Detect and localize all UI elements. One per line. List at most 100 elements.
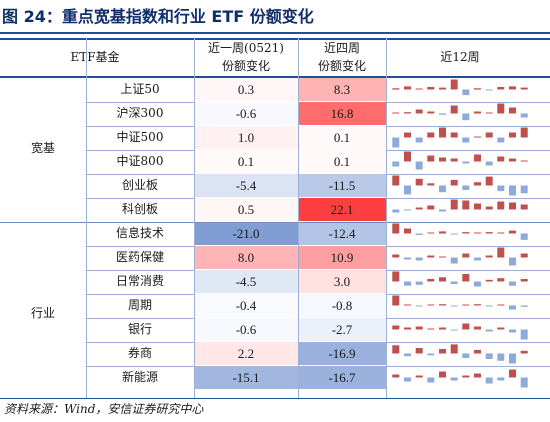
spark-bar (439, 157, 446, 162)
sparkline-12w (392, 323, 528, 340)
spark-bar (415, 137, 423, 143)
etf-name-cell: 上证50 (120, 82, 160, 96)
etf-name-cell: 银行 (127, 322, 152, 336)
spark-bar (485, 161, 493, 166)
spark-bar (497, 137, 505, 143)
spark-bar (474, 136, 481, 138)
spark-bar (497, 232, 505, 234)
spark-bar (404, 257, 411, 260)
column-divider (86, 38, 87, 399)
spark-bar (462, 323, 470, 330)
spark-bar (520, 204, 528, 210)
title-rule (0, 32, 550, 34)
spark-bar (520, 305, 528, 307)
four-week-change-cell: 3.0 (298, 270, 386, 293)
spark-bar (462, 137, 470, 143)
table-bottom-rule (0, 398, 550, 399)
spark-bar (427, 132, 435, 138)
spark-bar (485, 255, 493, 258)
spark-bar (439, 371, 446, 378)
sparkline-12w (392, 223, 528, 240)
spark-bar (520, 350, 528, 354)
spark-bar (497, 377, 505, 381)
spark-bar (439, 327, 446, 330)
spark-bar (509, 202, 516, 210)
header-bottom-rule (0, 76, 550, 78)
week-change-cell: -0.6 (194, 102, 298, 125)
spark-bar (485, 232, 493, 234)
spark-bar (415, 305, 423, 307)
spark-bar (404, 209, 411, 211)
spark-bar (462, 185, 470, 190)
spark-bar (392, 88, 400, 90)
week-change-cell: 8.0 (194, 246, 298, 269)
spark-bar (392, 254, 400, 258)
spark-bar (462, 232, 470, 234)
spark-bar (404, 304, 411, 306)
spark-bar (520, 160, 528, 162)
four-week-change-cell: 8.3 (298, 78, 386, 101)
spark-bar (485, 305, 493, 307)
spark-bar (497, 353, 505, 361)
four-week-change-cell: 10.9 (298, 246, 386, 269)
spark-bar (439, 127, 446, 138)
spark-bar (462, 200, 470, 210)
spark-bar (485, 89, 493, 91)
sparkline-12w (392, 271, 528, 287)
spark-bar (404, 327, 411, 330)
column-divider (298, 38, 299, 399)
table-top-rule (0, 38, 550, 40)
group-separator (0, 221, 550, 223)
spark-bar (497, 327, 505, 330)
week-change-cell: -21.0 (194, 222, 298, 245)
spark-bar (450, 233, 458, 235)
spark-bar (520, 113, 528, 118)
four-week-change-cell: 0.1 (298, 150, 386, 173)
spark-bar (392, 295, 400, 306)
spark-bar (485, 353, 493, 359)
spark-bar (485, 112, 493, 114)
spark-bar (439, 185, 446, 193)
spark-bar (415, 178, 423, 186)
spark-bar (520, 127, 528, 138)
spark-bar (404, 132, 411, 138)
etf-name-cell: 券商 (127, 346, 152, 360)
week-change-cell: -5.4 (194, 174, 298, 197)
group-label-industry: 行业 (30, 306, 55, 320)
spark-bar (427, 255, 435, 258)
spark-bar (415, 233, 423, 235)
etf-name-cell: 新能源 (121, 370, 158, 384)
header-etf: ETF基金 (70, 50, 120, 64)
spark-bar (474, 232, 481, 234)
spark-bar (427, 279, 435, 282)
spark-bar (392, 161, 400, 167)
spark-bar (450, 257, 458, 264)
spark-bar (509, 369, 516, 378)
sparkline-12w (392, 175, 528, 196)
four-week-change-cell: -16.7 (298, 366, 386, 389)
spark-bar (392, 325, 400, 330)
spark-bar (474, 326, 481, 330)
spark-bar (427, 87, 435, 90)
spark-bar (450, 158, 458, 162)
four-week-change-cell: -0.8 (298, 294, 386, 317)
four-week-change-cell: -16.9 (298, 342, 386, 365)
spark-bar (415, 109, 423, 114)
spark-bar (392, 223, 400, 234)
spark-bar (450, 329, 458, 331)
etf-name-cell: 信息技术 (115, 226, 164, 240)
spark-bar (474, 111, 481, 114)
spark-bar (427, 377, 435, 383)
spark-bar (509, 107, 516, 114)
week-change-cell: -0.4 (194, 294, 298, 317)
spark-bar (474, 88, 481, 90)
spark-bar (450, 377, 458, 381)
spark-bar (404, 112, 411, 114)
spark-bar (415, 348, 423, 354)
spark-bar (415, 88, 423, 90)
spark-bar (392, 345, 400, 354)
spark-bar (439, 349, 446, 354)
spark-bar (520, 87, 528, 90)
sparkline-12w (392, 151, 528, 170)
spark-bar (415, 326, 423, 330)
